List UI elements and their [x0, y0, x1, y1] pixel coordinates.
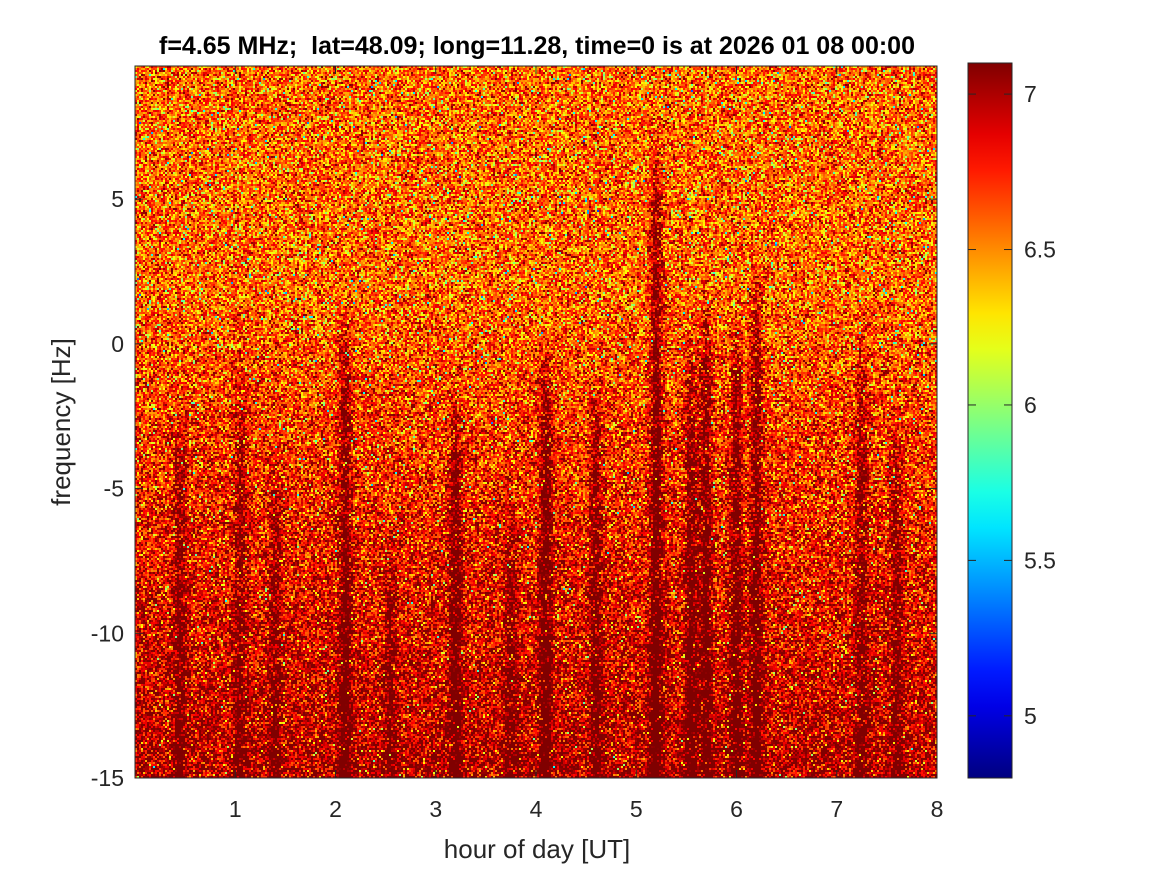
heatmap-image [135, 66, 937, 778]
x-axis-label: hour of day [UT] [444, 834, 630, 864]
x-tick-label: 7 [830, 796, 843, 822]
colorbar-axis: 5 5.5 6 6.5 7 [968, 81, 1056, 729]
x-tick-label: 5 [630, 796, 643, 822]
x-axis: 1 2 3 4 5 6 7 8 [229, 66, 944, 822]
colorbar-tick-label: 7 [1024, 81, 1037, 107]
colorbar [968, 63, 1012, 778]
x-tick-label: 4 [530, 796, 543, 822]
x-tick-label: 8 [931, 796, 944, 822]
x-tick-label: 3 [429, 796, 442, 822]
y-tick-label: -5 [104, 476, 124, 502]
colorbar-tick-label: 5 [1024, 703, 1037, 729]
colorbar-tick-label: 6.5 [1024, 237, 1056, 263]
y-tick-label: 5 [111, 186, 124, 212]
colorbar-frame [967, 62, 1013, 779]
y-tick-label: -10 [91, 620, 124, 646]
colorbar-tick-label: 5.5 [1024, 547, 1056, 573]
chart-title: f=4.65 MHz; lat=48.09; long=11.28, time=… [159, 32, 915, 60]
x-tick-label: 6 [730, 796, 743, 822]
y-axis: -15 -10 -5 0 5 [91, 186, 937, 791]
y-tick-label: 0 [111, 331, 124, 357]
y-tick-label: -15 [91, 765, 124, 791]
y-axis-label: frequency [Hz] [46, 338, 76, 506]
colorbar-tick-label: 6 [1024, 392, 1037, 418]
x-tick-label: 2 [329, 796, 342, 822]
x-tick-label: 1 [229, 796, 242, 822]
